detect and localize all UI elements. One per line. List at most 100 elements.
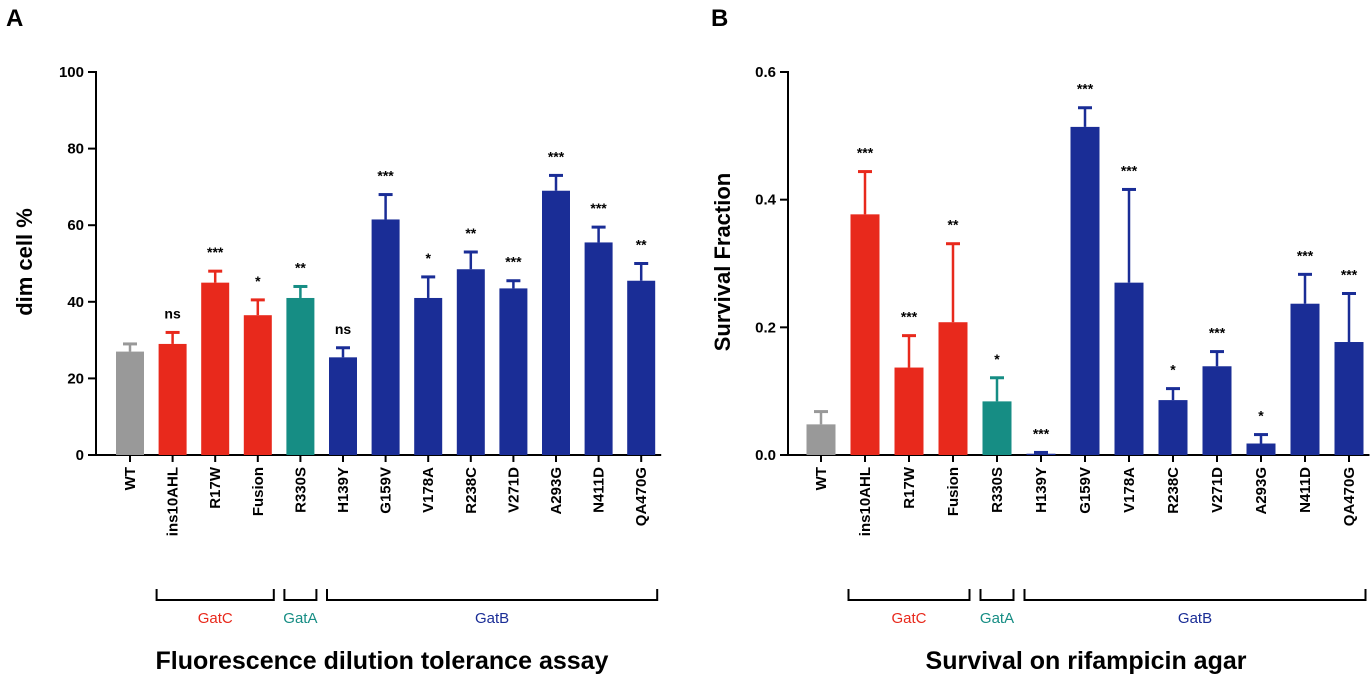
bar	[1114, 282, 1144, 455]
bar	[286, 297, 315, 455]
bar	[806, 424, 836, 455]
y-tick-label: 0.0	[755, 447, 776, 464]
group-label: GatC	[198, 610, 233, 627]
bar	[158, 343, 187, 455]
y-tick-label: 0.4	[755, 192, 777, 209]
category-label: R330S	[989, 467, 1006, 513]
category-label: WT	[122, 467, 139, 490]
significance-label: ***	[1121, 162, 1138, 178]
bar	[542, 190, 570, 456]
group-label: GatB	[475, 610, 509, 627]
bar	[1246, 443, 1276, 455]
group-bracket	[847, 589, 971, 601]
bar	[938, 322, 968, 455]
category-label: G159V	[1077, 467, 1094, 514]
bar	[1334, 342, 1364, 455]
y-axis-label: Survival Fraction	[710, 173, 735, 352]
y-tick-label: 0	[76, 447, 84, 464]
significance-label: ns	[335, 321, 352, 337]
group-label: GatA	[980, 610, 1014, 627]
significance-label: *	[1170, 362, 1176, 378]
category-label: ins10AHL	[857, 467, 874, 536]
bar	[243, 315, 272, 455]
significance-label: ***	[1297, 247, 1314, 263]
category-label: N411D	[1297, 467, 1314, 513]
group-bracket	[326, 589, 659, 601]
bar	[627, 280, 656, 455]
bar	[329, 357, 357, 455]
category-label: R17W	[207, 466, 224, 509]
category-label: N411D	[591, 467, 608, 513]
bar	[414, 297, 443, 455]
bar	[456, 269, 485, 455]
significance-label: **	[295, 259, 306, 275]
y-tick-label: 100	[59, 64, 84, 81]
significance-label: ***	[901, 309, 918, 325]
significance-label: *	[1258, 408, 1264, 424]
category-label: R330S	[292, 467, 309, 513]
category-label: Fusion	[945, 467, 962, 516]
group-bracket	[155, 589, 275, 601]
significance-label: **	[465, 225, 476, 241]
significance-label: *	[425, 250, 431, 266]
bar	[1070, 126, 1100, 455]
category-label: H139Y	[1033, 467, 1050, 513]
group-label: GatA	[283, 610, 317, 627]
category-label: V178A	[1121, 467, 1138, 513]
significance-label: ***	[207, 244, 224, 260]
category-label: V271D	[1209, 467, 1226, 513]
bar	[894, 367, 924, 455]
bar	[116, 351, 144, 455]
bar	[982, 401, 1012, 455]
y-tick-label: 20	[67, 370, 84, 387]
category-label: Fusion	[250, 467, 267, 516]
y-tick-label: 0.2	[755, 319, 776, 336]
panel-b-letter: B	[711, 5, 728, 32]
bar	[850, 214, 880, 455]
significance-label: **	[636, 237, 647, 253]
group-bracket	[1023, 589, 1367, 601]
category-label: V271D	[505, 467, 522, 513]
x-axis-title: Fluorescence dilution tolerance assay	[156, 647, 609, 675]
category-label: QA470G	[633, 467, 650, 526]
significance-label: ns	[164, 305, 181, 321]
y-tick-label: 60	[67, 217, 84, 234]
bar	[1026, 453, 1056, 455]
significance-label: ***	[548, 148, 565, 164]
significance-label: ***	[1209, 325, 1226, 341]
bar	[584, 242, 613, 455]
group-label: GatB	[1178, 610, 1212, 627]
group-bracket	[979, 589, 1015, 601]
significance-label: ***	[505, 254, 522, 270]
group-label: GatC	[891, 610, 926, 627]
category-label: ins10AHL	[165, 467, 182, 536]
bar	[1202, 366, 1232, 455]
category-label: WT	[813, 467, 830, 490]
y-tick-label: 0.6	[755, 64, 776, 81]
category-label: G159V	[378, 467, 395, 514]
category-label: V178A	[420, 467, 437, 513]
category-label: A293G	[1253, 467, 1270, 515]
category-label: QA470G	[1341, 467, 1358, 526]
bar	[371, 219, 400, 455]
y-axis-label: dim cell %	[12, 208, 37, 316]
y-tick-label: 40	[67, 294, 84, 311]
bar	[499, 288, 528, 455]
significance-label: ***	[1077, 81, 1094, 97]
category-label: H139Y	[335, 467, 352, 513]
significance-label: **	[948, 217, 959, 233]
significance-label: ***	[377, 168, 394, 184]
category-label: R17W	[901, 466, 918, 509]
y-tick-label: 80	[67, 141, 84, 158]
significance-label: ***	[1033, 425, 1050, 441]
significance-label: ***	[590, 200, 607, 216]
bar	[1158, 400, 1188, 455]
significance-label: *	[994, 351, 1000, 367]
significance-label: ***	[857, 145, 874, 161]
category-label: R238C	[1165, 467, 1182, 514]
panel-a-letter: A	[6, 5, 23, 32]
group-bracket	[283, 589, 318, 601]
